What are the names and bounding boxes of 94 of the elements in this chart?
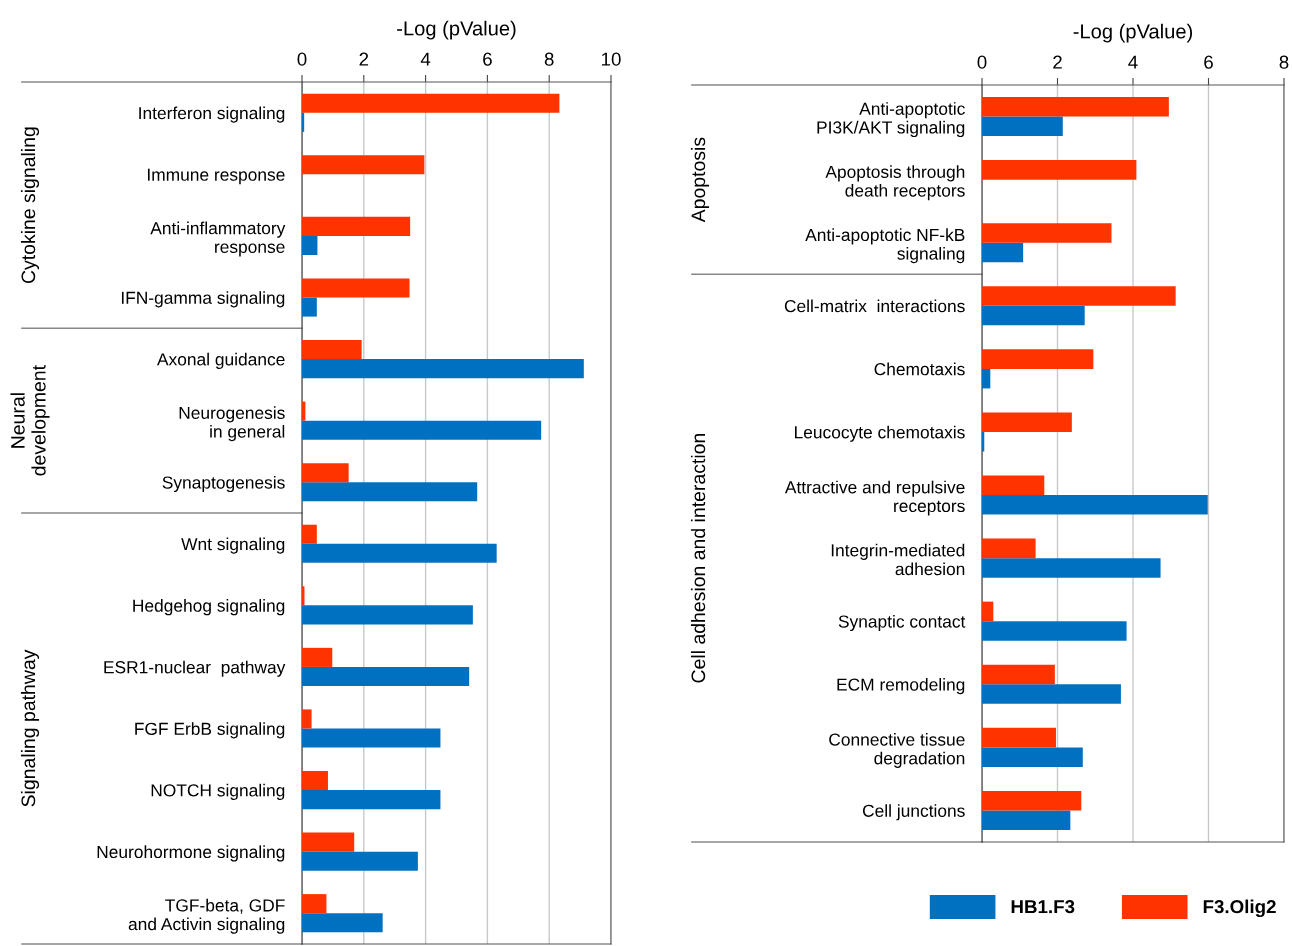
x-axis-title: -Log (pValue) (1073, 23, 1193, 43)
y-tick-label: Hedgehog signaling (133, 599, 285, 616)
y-tick-label: Connective tissue degradation (829, 732, 965, 768)
y-tick-label: Integrin-mediated adhesion (831, 543, 965, 576)
y-tick-label: Apoptosis through death receptors (825, 165, 965, 201)
bar (302, 155, 425, 175)
bar (302, 339, 362, 360)
text: Cytokine signaling (20, 127, 40, 284)
y-tick-label: Leucocyte chemotaxis (795, 425, 965, 442)
bar (302, 278, 410, 298)
x-tick-label: 8 (1279, 55, 1289, 69)
legend-label: F3.Olig2 (1203, 899, 1276, 918)
y-tick-label: Attractive and repulsive receptors (784, 480, 965, 516)
y-tick-label: FGF ErbB signaling (135, 722, 285, 739)
bar (982, 558, 1161, 578)
bar (302, 93, 560, 113)
bar (982, 223, 1112, 243)
x-tick-label: 10 (602, 52, 621, 66)
y-tick-label: IFN-gamma signaling (121, 291, 285, 308)
bar (982, 538, 1036, 559)
bar (982, 790, 1082, 811)
bar (302, 420, 542, 440)
bar (982, 96, 1169, 117)
y-tick-label: Immune response (147, 168, 285, 185)
y-tick-label: Anti-inflammatory response (150, 221, 286, 257)
bar (302, 728, 441, 748)
y-tick-label: Anti-apoptotic PI3K/AKT signaling (817, 102, 965, 138)
y-tick-label: Synaptogenesis (162, 475, 285, 493)
y-tick-label: ECM remodeling (837, 678, 965, 695)
text: Signaling pathway (20, 649, 40, 807)
bar (302, 666, 470, 687)
bar (982, 286, 1176, 306)
y-tick-label: Wnt signaling (181, 537, 285, 554)
x-tick-label: 8 (544, 52, 554, 66)
bar (302, 216, 411, 236)
bar (982, 664, 1055, 685)
bar (982, 368, 991, 389)
y-tick-label: TGF-beta, GDF and Activin signaling (128, 898, 285, 934)
bar (982, 747, 1083, 767)
bar (302, 482, 478, 502)
y-tick-label: Synaptic contact (838, 614, 966, 632)
text: Cell adhesion and interaction (690, 433, 706, 683)
bar (302, 832, 355, 852)
bar (302, 463, 349, 483)
bar (982, 684, 1121, 704)
x-tick-label: 0 (977, 55, 987, 69)
x-tick-label: 4 (420, 52, 431, 66)
bar (302, 790, 441, 810)
x-tick-label: 6 (1204, 55, 1213, 69)
bar (982, 727, 1056, 748)
bar (982, 475, 1045, 496)
y-tick-label: Neurohormone signaling (97, 845, 285, 862)
bar (302, 770, 328, 791)
bar (302, 709, 312, 729)
bar (982, 242, 1024, 263)
bar (302, 851, 418, 871)
y-tick-label: ESR1-nuclear pathway (104, 660, 286, 677)
x-tick-label: 2 (359, 52, 369, 66)
legend-label: HB1.F3 (1011, 900, 1075, 914)
y-tick-label: Anti-apoptotic NF-kB signaling (805, 228, 965, 264)
y-tick-label: Cell-matrix interactions (784, 299, 965, 313)
y-tick-label: Neurogenesis in general (179, 406, 285, 442)
y-tick-label: Axonal guidance (157, 352, 285, 369)
y-tick-label: NOTCH signaling (151, 783, 285, 800)
text: Neural development (10, 365, 50, 476)
x-tick-label: 4 (1128, 55, 1138, 69)
y-tick-label: Chemotaxis (874, 362, 965, 376)
bar (982, 160, 1137, 180)
y-tick-label: Interferon signaling (139, 106, 285, 123)
text: Apoptosis (690, 137, 710, 223)
bar (982, 431, 985, 452)
bar (982, 810, 1071, 831)
bar (302, 524, 317, 544)
bar (982, 601, 994, 622)
x-tick-label: 2 (1053, 55, 1062, 69)
bar (302, 112, 305, 132)
bar (302, 543, 497, 563)
bar (982, 305, 1085, 326)
bar (302, 359, 584, 379)
bar (982, 349, 1094, 369)
bar (302, 894, 327, 914)
bar (982, 412, 1072, 432)
x-axis-title: -Log (pValue) (397, 20, 516, 40)
bar (302, 297, 317, 317)
bar (982, 495, 1208, 515)
bar (982, 116, 1063, 137)
bar (302, 235, 318, 256)
bar (982, 621, 1127, 641)
x-tick-label: 0 (297, 52, 307, 66)
bar (302, 913, 383, 933)
bar (302, 647, 333, 667)
y-tick-label: Cell junctions (862, 804, 965, 821)
x-tick-label: 6 (483, 52, 492, 66)
bar (302, 605, 473, 625)
